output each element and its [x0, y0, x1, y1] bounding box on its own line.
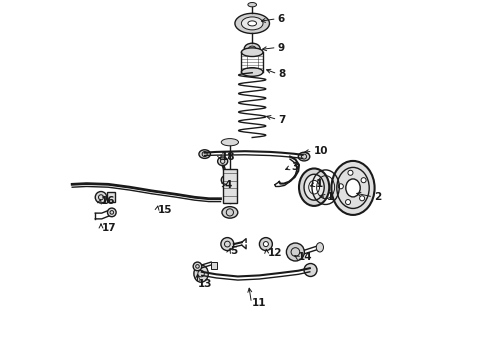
Text: 14: 14 [298, 252, 313, 262]
Ellipse shape [248, 3, 257, 7]
Ellipse shape [107, 208, 116, 217]
Ellipse shape [242, 17, 263, 30]
Ellipse shape [221, 238, 234, 251]
Ellipse shape [304, 264, 317, 276]
Ellipse shape [242, 68, 263, 76]
Ellipse shape [338, 184, 343, 189]
Ellipse shape [259, 238, 272, 251]
Ellipse shape [194, 265, 208, 282]
Text: 17: 17 [102, 222, 116, 233]
Ellipse shape [286, 243, 304, 261]
Text: 18: 18 [220, 152, 235, 162]
Text: 8: 8 [278, 69, 285, 79]
Ellipse shape [221, 176, 230, 184]
Text: 16: 16 [101, 196, 116, 206]
Ellipse shape [316, 243, 323, 252]
Text: 11: 11 [252, 298, 267, 308]
Text: 1: 1 [327, 192, 334, 202]
Text: 5: 5 [230, 246, 237, 256]
Ellipse shape [235, 13, 270, 33]
Text: 1: 1 [316, 179, 323, 189]
Ellipse shape [222, 207, 238, 218]
Ellipse shape [304, 174, 324, 200]
Text: 10: 10 [314, 146, 328, 156]
Bar [211, 262, 217, 269]
Ellipse shape [248, 21, 257, 26]
Text: 3: 3 [291, 162, 298, 172]
Text: 7: 7 [278, 114, 286, 125]
Text: 12: 12 [268, 248, 282, 258]
Ellipse shape [193, 262, 202, 271]
Text: 2: 2 [374, 192, 381, 202]
Ellipse shape [245, 43, 260, 54]
Text: 9: 9 [277, 42, 285, 53]
Text: 13: 13 [198, 279, 213, 289]
Bar [107, 192, 116, 202]
Ellipse shape [298, 152, 310, 161]
Ellipse shape [345, 199, 350, 204]
Ellipse shape [242, 48, 263, 57]
Ellipse shape [95, 192, 107, 203]
Ellipse shape [346, 179, 360, 197]
Ellipse shape [199, 150, 210, 158]
Text: 4: 4 [224, 180, 231, 190]
Ellipse shape [309, 180, 319, 194]
Text: 6: 6 [277, 14, 285, 24]
Ellipse shape [331, 161, 374, 215]
Ellipse shape [299, 168, 329, 206]
Ellipse shape [221, 139, 239, 146]
Ellipse shape [263, 242, 269, 247]
Bar [222, 169, 237, 203]
Text: 15: 15 [158, 204, 172, 215]
Ellipse shape [360, 196, 365, 201]
Ellipse shape [361, 177, 366, 183]
Ellipse shape [348, 170, 353, 175]
Ellipse shape [218, 157, 228, 166]
